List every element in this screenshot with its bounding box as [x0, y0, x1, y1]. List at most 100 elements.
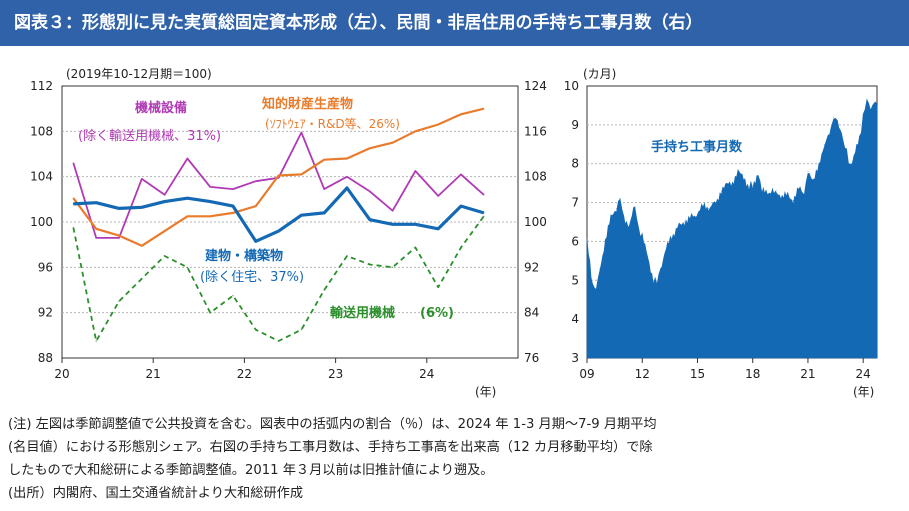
transport-machinery-point [414, 246, 416, 249]
right-y-tick: 124 [524, 79, 547, 93]
machinery-point [72, 162, 74, 164]
transport-machinery-point [278, 340, 280, 342]
right-y-tick: 84 [524, 306, 539, 320]
backlog-point [595, 289, 597, 291]
backlog-point [767, 194, 768, 196]
backlog-point [781, 198, 783, 200]
backlog-point [684, 221, 685, 223]
machinery-point [255, 180, 257, 182]
left-x-unit: (年) [475, 385, 496, 399]
backlog-point [702, 206, 704, 207]
right-chart-y-tick: 3 [571, 351, 579, 365]
transport-machinery-point [141, 278, 143, 280]
intellectual-property-point [232, 212, 234, 214]
x-tick-label: 24 [419, 367, 434, 381]
intellectual-property-point [460, 113, 462, 115]
right-y-tick: 76 [524, 351, 539, 365]
machinery-point [369, 190, 371, 192]
machinery-point [118, 237, 120, 239]
machinery-point [95, 237, 97, 239]
backlog-point [776, 190, 778, 192]
backlog-point [732, 182, 733, 184]
construction-point [255, 240, 257, 242]
intellectual-property-point [141, 245, 143, 247]
backlog-point [849, 167, 851, 168]
machinery-point [141, 178, 143, 180]
transport-machinery-point [300, 329, 302, 331]
construction-point [460, 205, 462, 207]
backlog-point [628, 225, 630, 227]
backlog-point [656, 281, 658, 283]
left-y-tick: 88 [38, 351, 53, 365]
intellectual-property-point [118, 235, 120, 237]
left-y-tick: 96 [38, 260, 53, 274]
chart-title-bar: 図表３：形態別に見た実質総固定資本形成（左）、民間・非居住用の手持ち工事月数（右… [0, 0, 909, 46]
backlog-point [866, 99, 868, 100]
right-x-tick-label: 24 [856, 367, 871, 381]
right-chart-y-tick: 9 [571, 118, 579, 132]
right-x-tick-label: 15 [690, 367, 705, 381]
construction-point [72, 203, 74, 205]
note-line-3: したもので大和総研による季節調整値。2011 年３月以前は旧推計値により遡及。 [8, 463, 494, 478]
left-y-tick: 112 [30, 79, 53, 93]
note-line-2: (名目値）における形態別シェア。右図の手持ち工事月数は、手持ち工事高を出来高（1… [8, 440, 653, 455]
backlog-point [824, 143, 825, 145]
intellectual-property-point [95, 228, 97, 230]
machinery-point [232, 188, 234, 190]
transport-machinery-point [95, 340, 97, 342]
right-chart: (カ月) 3 4 5 6 7 8 9 10 09 12 15 18 21 24 手持ち工事月数 (年) [564, 67, 878, 399]
construction-share: (除く住宅、37%) [200, 270, 304, 285]
backlog-point [853, 155, 855, 157]
machinery-point [392, 210, 394, 212]
right-chart-y-tick: 10 [564, 79, 579, 93]
construction-point [369, 219, 371, 221]
note-line-1: (注) 左図は季節調整値で公共投資を含む。図表中の括弧内の割合（％）は、2024… [8, 417, 657, 432]
base-period-note: (2019年10-12月期＝100) [66, 67, 212, 81]
backlog-point [652, 279, 654, 281]
backlog-point [678, 225, 680, 227]
backlog-point [752, 184, 754, 186]
ip-share: (ｿﾌﾄｳｪｱ・R&D等、26%) [265, 117, 400, 131]
backlog-point [870, 108, 871, 110]
transport-machinery-point [186, 266, 188, 268]
backlog-point [743, 178, 744, 180]
left-gridlines [62, 130, 518, 314]
intellectual-property-point [437, 123, 439, 126]
left-series-layer [72, 107, 485, 342]
right-series-layer [586, 98, 878, 359]
left-chart: (2019年10-12月期＝100) 889296100104108112768… [30, 67, 547, 399]
backlog-point [833, 116, 835, 118]
x-tick-label: 23 [328, 367, 343, 381]
backlog-point [862, 116, 864, 118]
transport-machinery-point [483, 215, 485, 217]
intellectual-property-point [414, 130, 416, 132]
intellectual-property-point [255, 205, 257, 207]
machinery-point [323, 188, 325, 190]
construction-point [437, 228, 439, 230]
backlog-point [610, 217, 612, 219]
machinery-share: (除く輸送用機械、31%) [78, 129, 221, 144]
intellectual-property-point [209, 215, 211, 217]
machinery-point [437, 195, 439, 197]
backlog-point [792, 200, 794, 202]
backlog-area [586, 98, 878, 359]
left-axes-layer: 88 92 96 100 104 108 112 76 84 92 100 108 116 124 20 21… [30, 79, 547, 381]
backlog-point [634, 206, 636, 207]
right-x-unit: (年) [853, 385, 874, 399]
intellectual-property-point [346, 157, 348, 160]
backlog-point [873, 103, 875, 104]
backlog-point [837, 120, 838, 122]
backlog-point [605, 241, 606, 242]
backlog-point [748, 186, 750, 188]
right-x-tick-label: 12 [635, 367, 650, 381]
backlog-point [586, 241, 588, 242]
backlog-point [757, 175, 759, 176]
construction-point [232, 205, 234, 207]
x-tick-label: 21 [146, 367, 161, 381]
left-y-tick: 104 [30, 170, 53, 184]
transport-label: 輸送用機械 [330, 305, 395, 321]
construction-point [164, 201, 166, 203]
transport-machinery-point [437, 286, 439, 288]
backlog-point [761, 190, 763, 192]
right-x-tick-label: 09 [579, 367, 594, 381]
